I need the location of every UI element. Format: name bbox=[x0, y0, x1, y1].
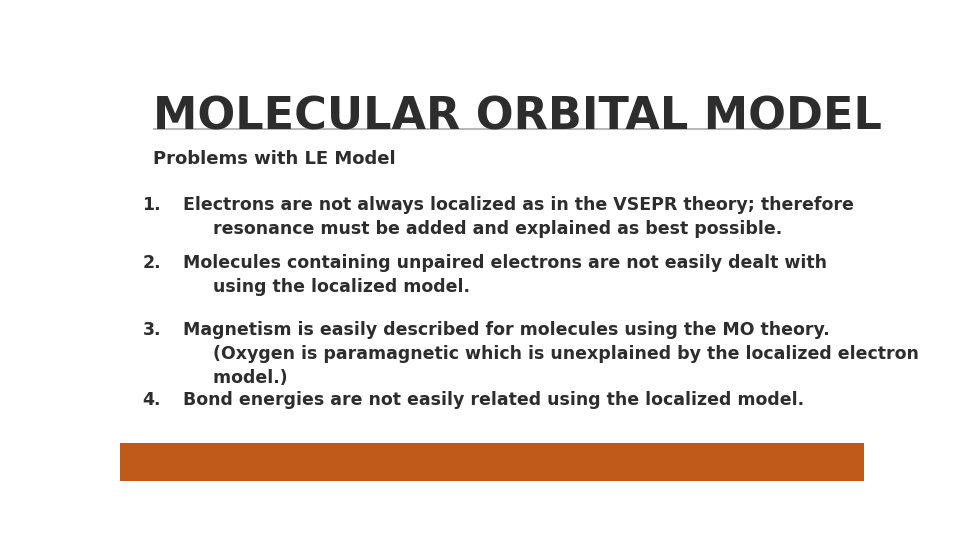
Text: Magnetism is easily described for molecules using the MO theory.
     (Oxygen is: Magnetism is easily described for molecu… bbox=[183, 321, 919, 387]
Text: 2.: 2. bbox=[142, 254, 161, 272]
Text: MOLECULAR ORBITAL MODEL: MOLECULAR ORBITAL MODEL bbox=[154, 96, 882, 139]
Text: 4.: 4. bbox=[142, 391, 161, 409]
Text: 3.: 3. bbox=[142, 321, 161, 339]
Text: 1.: 1. bbox=[142, 196, 161, 214]
Text: Electrons are not always localized as in the VSEPR theory; therefore
     resona: Electrons are not always localized as in… bbox=[183, 196, 854, 238]
Text: Molecules containing unpaired electrons are not easily dealt with
     using the: Molecules containing unpaired electrons … bbox=[183, 254, 828, 296]
Text: Bond energies are not easily related using the localized model.: Bond energies are not easily related usi… bbox=[183, 391, 804, 409]
Text: Problems with LE Model: Problems with LE Model bbox=[154, 150, 396, 168]
FancyBboxPatch shape bbox=[120, 443, 864, 481]
